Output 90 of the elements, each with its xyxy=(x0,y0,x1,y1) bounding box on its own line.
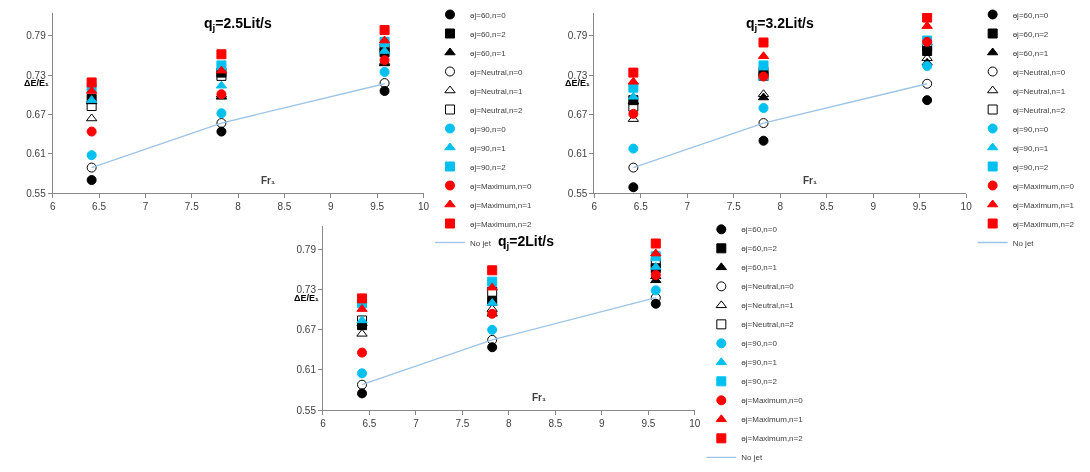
y-tick-label: 0.55 xyxy=(296,404,317,416)
chart-title: q$_{j}$=3.2Lit/s xyxy=(746,15,814,33)
legend-label: ɵj=Maximum,n=0 xyxy=(741,396,804,406)
legend-label: ɵj=Neutral,n=1 xyxy=(1012,86,1066,96)
legend-label: ɵj=Neutral,n=0 xyxy=(469,67,524,77)
x-tick-label: 6.5 xyxy=(362,418,377,430)
x-tick-label: 6 xyxy=(49,201,56,213)
x-tick-label: 9 xyxy=(870,201,877,213)
x-tick-label: 10 xyxy=(417,201,430,213)
legend-label: ɵj=60,n=0 xyxy=(469,10,507,20)
x-axis-title: Fr₁ xyxy=(532,392,547,403)
legend-label: ɵj=90,n=2 xyxy=(1012,162,1049,172)
legend-label: ɵj=Neutral,n=1 xyxy=(469,86,524,96)
y-tick-label: 0.79 xyxy=(26,30,47,42)
legend-label: ɵj=60,n=0 xyxy=(741,225,778,235)
y-tick-label: 0.79 xyxy=(567,30,588,42)
x-tick-label: 9 xyxy=(328,201,335,213)
x-tick-label: 8.5 xyxy=(819,201,835,213)
x-tick-label: 8.5 xyxy=(277,201,292,213)
legend-label: ɵj=90,n=0 xyxy=(469,124,507,134)
legend-label: ɵj=Maximum,n=0 xyxy=(1012,181,1075,191)
x-tick-label: 9.5 xyxy=(912,201,928,213)
x-tick-label: 9 xyxy=(599,418,606,430)
legend-label: ɵj=Neutral,n=0 xyxy=(741,282,795,292)
x-axis-title: Fr₁ xyxy=(803,175,818,186)
y-tick-label: 0.73 xyxy=(26,69,47,81)
legend-label: ɵj=60,n=2 xyxy=(1012,29,1049,39)
legend-label: ɵj=60,n=1 xyxy=(469,48,507,58)
legend-label: ɵj=Maximum,n=1 xyxy=(469,200,532,210)
legend-label: ɵj=Maximum,n=2 xyxy=(741,434,804,444)
chart-title: q$_{j}$=2.5Lit/s xyxy=(204,15,272,33)
x-tick-label: 8 xyxy=(506,418,513,430)
y-tick-label: 0.73 xyxy=(567,69,588,81)
y-axis-title: ΔE/E₁ xyxy=(24,78,49,88)
legend-label: ɵj=60,n=1 xyxy=(741,263,778,273)
x-axis-title: Fr₁ xyxy=(261,175,276,186)
x-tick-label: 7.5 xyxy=(184,201,200,213)
legend-label: ɵj=90,n=1 xyxy=(1012,143,1049,153)
legend-label: ɵj=Maximum,n=1 xyxy=(1012,200,1075,210)
y-tick-label: 0.67 xyxy=(26,109,47,121)
x-tick-label: 7 xyxy=(684,201,691,213)
legend-label: ɵj=60,n=0 xyxy=(1012,10,1049,20)
y-tick-label: 0.67 xyxy=(296,324,317,336)
legend-label: ɵj=90,n=0 xyxy=(741,339,778,349)
y-tick-label: 0.55 xyxy=(567,187,588,199)
legend-label: ɵj=90,n=1 xyxy=(741,358,778,368)
y-tick-label: 0.79 xyxy=(296,244,317,256)
legend-label: ɵj=90,n=0 xyxy=(1012,124,1049,134)
text: q$_{j}$=2Lit/s xyxy=(498,233,555,251)
legend-label: No jet xyxy=(741,453,763,463)
legend-label: ɵj=90,n=2 xyxy=(741,377,778,387)
x-tick-label: 9.5 xyxy=(641,418,656,430)
x-tick-label: 8 xyxy=(777,201,784,213)
legend-label: No jet xyxy=(1012,238,1035,248)
x-tick-label: 7.5 xyxy=(455,418,470,430)
x-tick-label: 7 xyxy=(142,201,149,213)
x-tick-label: 6.5 xyxy=(633,201,649,213)
x-tick-label: 6.5 xyxy=(92,201,107,213)
x-tick-label: 6 xyxy=(591,201,598,213)
legend-label: ɵj=60,n=2 xyxy=(469,29,507,39)
x-tick-label: 8 xyxy=(235,201,242,213)
legend-label: ɵj=Maximum,n=2 xyxy=(469,219,532,229)
x-tick-label: 10 xyxy=(960,201,973,213)
legend-label: ɵj=Maximum,n=1 xyxy=(741,415,804,425)
y-axis-title: ΔE/E₁ xyxy=(294,293,319,303)
legend-label: ɵj=Neutral,n=2 xyxy=(1012,105,1066,115)
legend-label: ɵj=Neutral,n=2 xyxy=(741,320,795,330)
y-tick-label: 0.73 xyxy=(296,284,317,296)
y-axis-title: ΔE/E₁ xyxy=(565,78,590,88)
legend-label: ɵj=Maximum,n=2 xyxy=(1012,219,1075,229)
legend-label: ɵj=Neutral,n=0 xyxy=(1012,67,1066,77)
x-tick-label: 7 xyxy=(413,418,420,430)
y-tick-label: 0.61 xyxy=(567,148,588,160)
legend-label: ɵj=Neutral,n=1 xyxy=(741,301,795,311)
legend-label: ɵj=Neutral,n=2 xyxy=(469,105,524,115)
y-tick-label: 0.67 xyxy=(567,109,588,121)
legend-label: ɵj=60,n=2 xyxy=(741,244,778,254)
x-tick-label: 10 xyxy=(689,418,701,430)
legend-label: ɵj=90,n=2 xyxy=(469,162,507,172)
y-tick-label: 0.55 xyxy=(26,187,47,199)
x-tick-label: 7.5 xyxy=(726,201,742,213)
x-tick-label: 9.5 xyxy=(370,201,385,213)
x-tick-label: 6 xyxy=(320,418,327,430)
y-tick-label: 0.61 xyxy=(296,364,317,376)
legend-label: ɵj=90,n=1 xyxy=(469,143,507,153)
x-tick-label: 8.5 xyxy=(548,418,563,430)
y-tick-label: 0.61 xyxy=(26,148,47,160)
legend-label: No jet xyxy=(469,238,492,248)
legend-label: ɵj=60,n=1 xyxy=(1012,48,1049,58)
legend-label: ɵj=Maximum,n=0 xyxy=(469,181,532,191)
